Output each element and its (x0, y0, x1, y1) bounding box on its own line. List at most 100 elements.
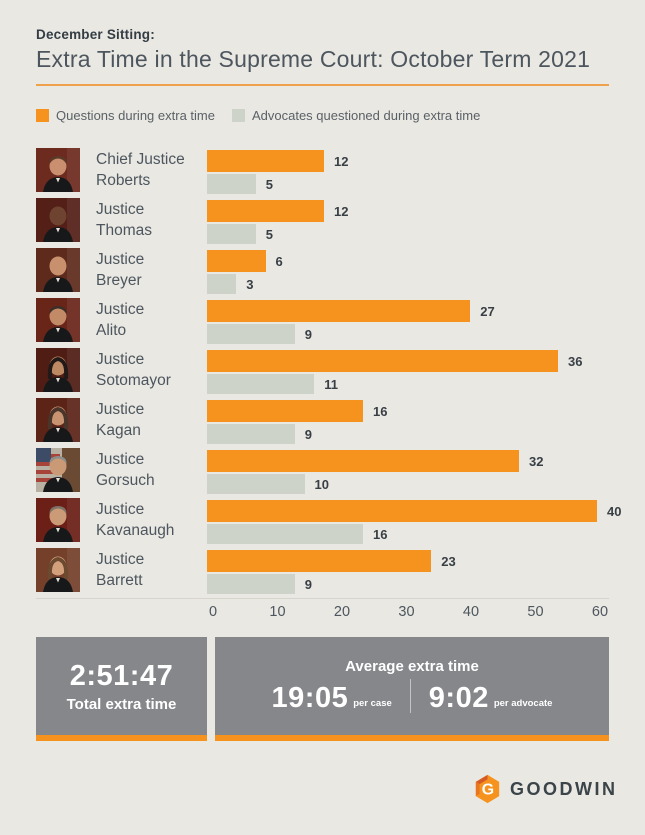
questions-bar (207, 550, 432, 572)
per-case-unit: per case (353, 697, 392, 709)
justice-portrait (36, 348, 80, 392)
justice-row: Justice Gorsuch 32 10 (36, 448, 609, 498)
svg-text:G: G (482, 781, 494, 798)
questions-bar (207, 250, 266, 272)
justice-row: Justice Kagan 16 9 (36, 398, 609, 448)
goodwin-logo: G GOODWIN (474, 774, 618, 804)
advocates-value: 11 (324, 376, 338, 392)
bar-chart: Chief Justice Roberts 12 5 Justice Thoma… (36, 148, 621, 598)
questions-value: 23 (441, 553, 456, 569)
justice-bars: 12 5 (207, 200, 348, 244)
x-tick: 0 (208, 604, 218, 620)
advocates-value: 9 (304, 576, 312, 592)
questions-value: 36 (568, 353, 583, 369)
justice-name: Justice Breyer (96, 251, 145, 289)
questions-bar (207, 300, 471, 322)
justice-row: Chief Justice Roberts 12 5 (36, 148, 609, 198)
questions-value: 16 (373, 403, 388, 419)
questions-bar (207, 500, 597, 522)
justice-name: Justice Kagan (96, 401, 145, 439)
advocates-bar (207, 374, 315, 394)
justice-bars: 16 9 (207, 400, 387, 444)
total-time-value: 2:51:47 (69, 659, 174, 692)
justice-row: Justice Sotomayor 36 11 (36, 348, 609, 398)
justice-row: Justice Barrett 23 9 (36, 548, 609, 598)
advocates-bar (207, 574, 295, 594)
questions-value: 40 (607, 503, 622, 519)
advocates-bar (207, 524, 363, 544)
questions-value: 6 (275, 253, 283, 269)
justice-name: Justice Alito (96, 301, 145, 339)
justice-bars: 40 16 (207, 500, 621, 544)
x-axis: 0 10 20 30 40 50 60 (36, 604, 609, 624)
title-divider (36, 84, 609, 86)
justice-portrait (36, 298, 80, 342)
justice-bars: 23 9 (207, 550, 456, 594)
advocates-bar (207, 324, 295, 344)
justice-bars: 36 11 (207, 350, 582, 394)
justice-bars: 32 10 (207, 450, 543, 494)
justice-name: Justice Barrett (96, 551, 145, 589)
advocates-bar (207, 424, 295, 444)
advocates-bar (207, 224, 256, 244)
per-advocate-value: 9:02 (428, 681, 489, 714)
advocates-bar (207, 474, 305, 494)
page-title: Extra Time in the Supreme Court: October… (36, 46, 591, 72)
x-tick: 20 (333, 604, 351, 620)
justice-row: Justice Alito 27 9 (36, 298, 609, 348)
questions-bar (207, 350, 558, 372)
questions-bar (207, 400, 363, 422)
justice-portrait (36, 548, 80, 592)
justice-portrait (36, 248, 80, 292)
advocates-value: 9 (304, 426, 312, 442)
goodwin-wordmark: GOODWIN (510, 778, 618, 799)
x-tick: 30 (398, 604, 415, 620)
justice-row: Justice Breyer 6 3 (36, 248, 609, 298)
average-values: 19:05 per case 9:02 per advocate (271, 678, 553, 715)
justice-portrait (36, 198, 80, 242)
x-tick: 50 (527, 604, 544, 620)
legend-item-advocates: Advocates questioned during extra time (231, 108, 481, 123)
goodwin-hexagon-icon: G (475, 774, 500, 804)
justice-bars: 27 9 (207, 300, 495, 344)
advocates-value: 5 (265, 176, 273, 192)
per-case-value: 19:05 (271, 681, 349, 714)
eyebrow-subtitle: December Sitting: (36, 27, 155, 42)
legend-item-questions: Questions during extra time (36, 108, 215, 123)
advocates-value: 5 (265, 226, 273, 242)
total-extra-time-box: 2:51:47 Total extra time (36, 637, 207, 741)
advocates-bar (207, 174, 256, 194)
x-tick: 40 (462, 604, 480, 620)
chart-legend: Questions during extra time Advocates qu… (36, 108, 480, 123)
questions-value: 12 (334, 203, 349, 219)
average-heading: Average extra time (345, 657, 479, 675)
x-axis-line (36, 598, 609, 599)
questions-swatch-icon (36, 109, 49, 122)
justice-portrait (36, 448, 80, 492)
justice-name: Justice Kavanaugh (96, 501, 175, 539)
average-extra-time-box: Average extra time 19:05 per case 9:02 p… (215, 637, 609, 741)
advocates-value: 16 (373, 526, 388, 542)
justice-name: Chief Justice Roberts (96, 151, 185, 189)
questions-value: 32 (529, 453, 544, 469)
justice-bars: 12 5 (207, 150, 348, 194)
justice-portrait (36, 148, 80, 192)
justice-row: Justice Thomas 12 5 (36, 198, 609, 248)
justice-name: Justice Gorsuch (96, 451, 155, 489)
questions-value: 12 (334, 153, 349, 169)
advocates-value: 3 (246, 276, 254, 292)
legend-label: Advocates questioned during extra time (251, 108, 481, 123)
divider (409, 678, 411, 713)
advocates-bar (207, 274, 237, 294)
advocates-value: 9 (304, 326, 312, 342)
justice-name: Justice Thomas (96, 201, 152, 239)
advocates-swatch-icon (231, 109, 245, 122)
per-advocate-unit: per advocate (493, 697, 553, 709)
justice-bars: 6 3 (207, 250, 283, 294)
x-tick: 10 (269, 604, 286, 620)
justice-portrait (36, 398, 80, 442)
total-time-label: Total extra time (66, 695, 177, 713)
justice-portrait (36, 498, 80, 542)
questions-bar (207, 150, 324, 172)
